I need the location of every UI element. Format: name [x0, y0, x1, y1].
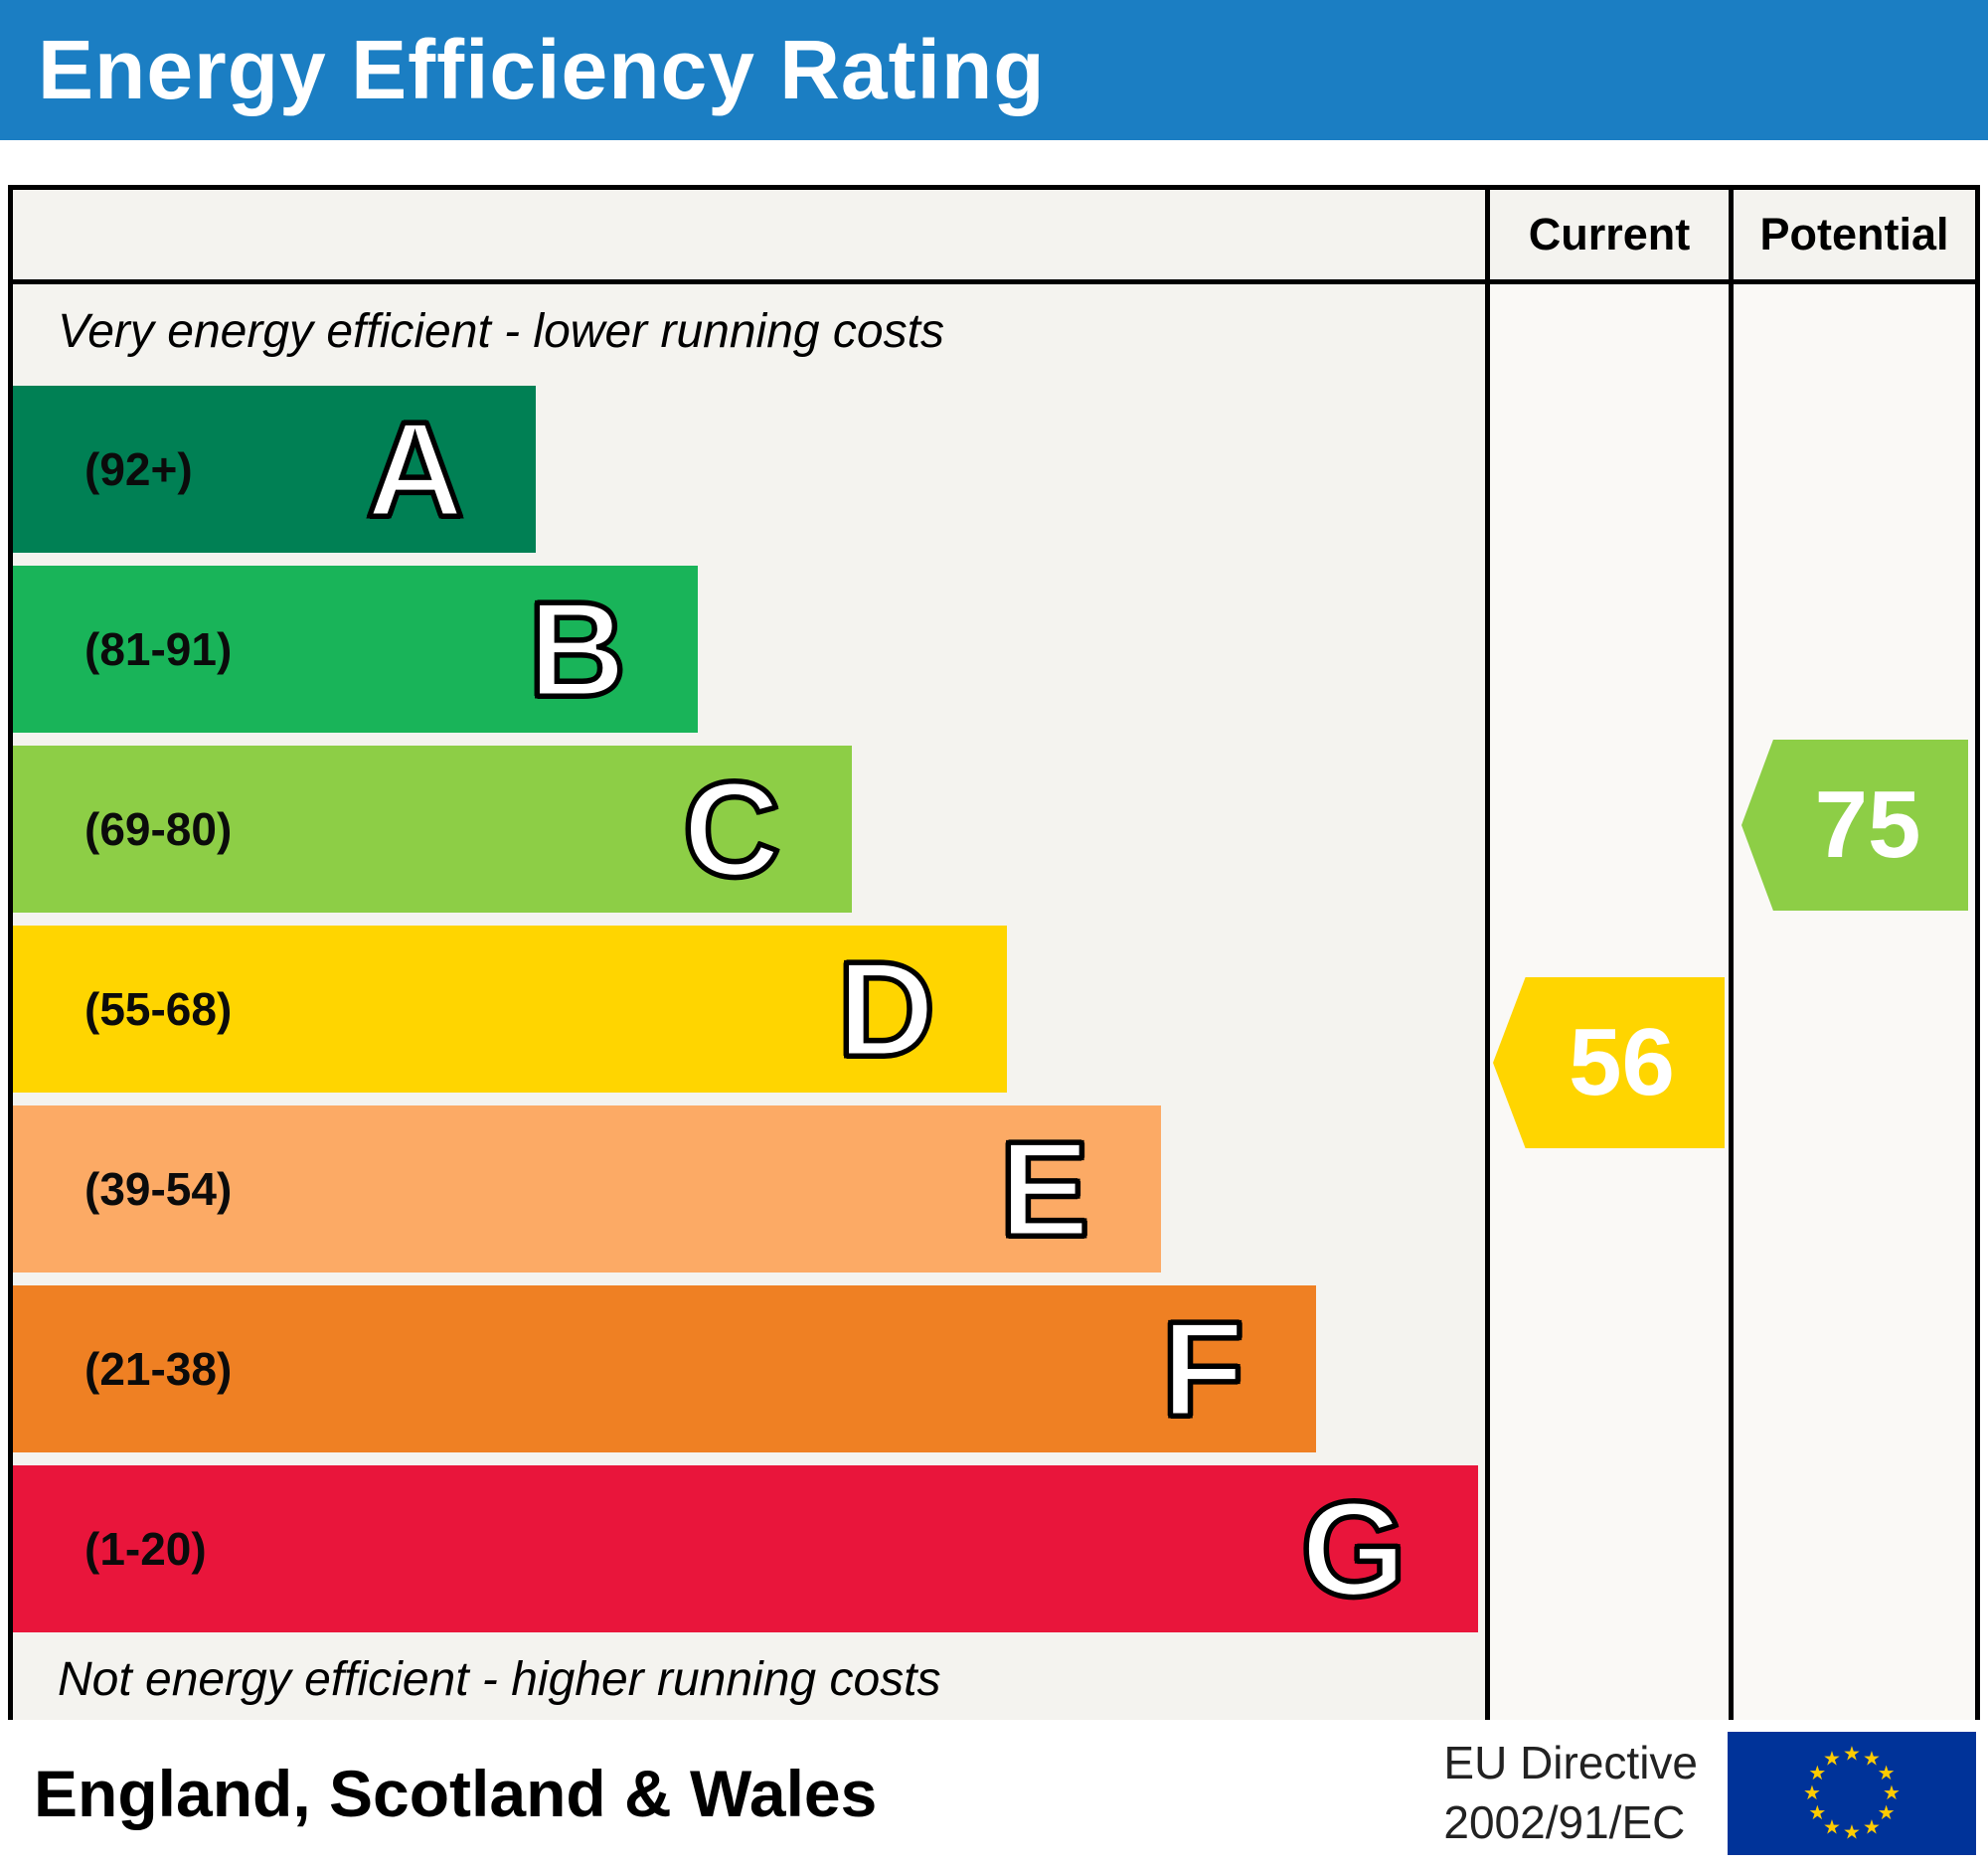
band-g-bar: (1-20) G [13, 1464, 1478, 1632]
band-row: (69-80) C [13, 739, 1485, 919]
eu-flag-field [1728, 1732, 1976, 1855]
current-rating-value: 56 [1569, 1009, 1675, 1115]
eu-star-icon: ★ [1863, 1749, 1881, 1771]
band-f-letter: F [1159, 1292, 1246, 1444]
band-row: (39-54) E [13, 1099, 1485, 1278]
eu-star-icon: ★ [1883, 1782, 1901, 1804]
eu-star-icon: ★ [1878, 1763, 1896, 1784]
eu-directive-line-1: EU Directive [1443, 1737, 1698, 1789]
current-column: 56 [1485, 284, 1729, 1721]
eu-directive-line-2: 2002/91/EC [1443, 1796, 1686, 1848]
band-a-range-label: (92+) [84, 442, 193, 495]
bottom-note: Not energy efficient - higher running co… [58, 1653, 941, 1706]
eu-star-icon: ★ [1843, 1822, 1861, 1844]
band-e-letter: E [997, 1112, 1092, 1265]
potential-rating-value: 75 [1814, 771, 1921, 878]
epc-graph: Current Potential Very energy efficient … [8, 185, 1980, 1721]
band-a-bar: (92+) A [13, 385, 536, 553]
band-c-range-label: (69-80) [84, 802, 233, 855]
eu-star-icon: ★ [1823, 1749, 1841, 1771]
band-f-bar: (21-38) F [13, 1284, 1316, 1452]
band-b-bar: (81-91) B [13, 565, 698, 733]
potential-rating-marker: 75 [1741, 740, 1968, 911]
eu-star-icon: ★ [1808, 1802, 1826, 1824]
band-c-letter: C [680, 753, 782, 905]
band-a-letter: A [364, 393, 466, 545]
eu-star-icon: ★ [1843, 1743, 1861, 1765]
eu-star-icon: ★ [1808, 1763, 1826, 1784]
top-note: Very energy efficient - lower running co… [58, 305, 944, 358]
band-e-range-label: (39-54) [84, 1162, 233, 1215]
band-d-letter: D [835, 933, 937, 1085]
band-row: (55-68) D [13, 919, 1485, 1099]
potential-column-header: Potential [1729, 190, 1975, 284]
band-d-range-label: (55-68) [84, 982, 233, 1035]
band-row: (21-38) F [13, 1278, 1485, 1458]
bands-area: Very energy efficient - lower running co… [13, 284, 1485, 1721]
band-row: (1-20) G [13, 1458, 1485, 1638]
eu-directive-label: EU Directive 2002/91/EC [1443, 1734, 1698, 1853]
band-row: (81-91) B [13, 559, 1485, 739]
eu-flag-icon: ★ ★ ★ ★ ★ ★ ★ ★ ★ ★ ★ ★ [1728, 1732, 1976, 1855]
band-row: (92+) A [13, 379, 1485, 559]
current-column-header: Current [1485, 190, 1729, 284]
potential-column: 75 [1729, 284, 1975, 1721]
band-g-range-label: (1-20) [84, 1522, 207, 1575]
band-b-letter: B [526, 573, 628, 725]
band-b-range-label: (81-91) [84, 622, 233, 675]
footer: England, Scotland & Wales EU Directive 2… [0, 1720, 1988, 1867]
region-label: England, Scotland & Wales [34, 1757, 878, 1830]
eu-star-icon: ★ [1823, 1816, 1841, 1838]
page-title: Energy Efficiency Rating [38, 23, 1046, 116]
current-rating-marker: 56 [1493, 977, 1725, 1148]
title-bar: Energy Efficiency Rating [0, 0, 1988, 140]
band-g-letter: G [1298, 1472, 1408, 1624]
band-c-bar: (69-80) C [13, 745, 853, 913]
eu-star-icon: ★ [1863, 1816, 1881, 1838]
band-d-bar: (55-68) D [13, 925, 1007, 1093]
band-f-range-label: (21-38) [84, 1342, 233, 1395]
eu-star-icon: ★ [1878, 1802, 1896, 1824]
eu-star-icon: ★ [1803, 1782, 1821, 1804]
header-spacer [13, 190, 1485, 284]
band-e-bar: (39-54) E [13, 1104, 1162, 1273]
